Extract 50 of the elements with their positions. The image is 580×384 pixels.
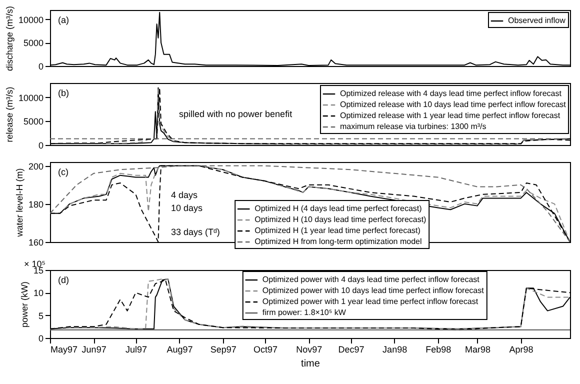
legend-label: Observed inflow bbox=[508, 16, 566, 25]
annotation: 33 days (Tᵈ) bbox=[171, 227, 220, 237]
y-tick-label: 160 bbox=[28, 238, 44, 248]
y-tick-label: 0 bbox=[38, 140, 44, 150]
annotation: (a) bbox=[58, 15, 69, 25]
y-tick-label: 10000 bbox=[18, 92, 44, 103]
y-axis-title: power (kW) bbox=[19, 281, 30, 328]
x-axis-title: time bbox=[301, 358, 320, 370]
legend-label: Optimized power with 10 days lead time perfect inflow forecast bbox=[262, 286, 485, 295]
x-tick-label: Jun97 bbox=[82, 344, 106, 354]
x-tick-label: Feb98 bbox=[426, 344, 452, 354]
legend-label: maximum release via turbines: 1300 m³/s bbox=[340, 122, 486, 131]
y-axis-title: water level-H (m) bbox=[14, 168, 24, 238]
y-tick-label: 200 bbox=[28, 161, 44, 172]
annotation: (d) bbox=[58, 275, 69, 285]
annotation: (c) bbox=[58, 167, 68, 177]
x-tick-label: Aug97 bbox=[166, 344, 193, 354]
y-tick-label: 0 bbox=[38, 62, 44, 72]
y-tick-label: 180 bbox=[28, 199, 44, 210]
legend-label: firm power: 1.8×10⁵ kW bbox=[262, 308, 346, 317]
legend-label: Optimized release with 1 year lead time perfect inflow forecast bbox=[340, 111, 561, 120]
x-tick-label: Dec97 bbox=[338, 344, 364, 354]
legend-label: Optimized H from long-term optimization model bbox=[254, 237, 422, 246]
x-tick-label: May97 bbox=[50, 344, 78, 354]
legend-label: Optimized H (4 days lead time perfect forecast) bbox=[254, 204, 422, 213]
y-tick-label: 10000 bbox=[18, 14, 44, 25]
x-tick-label: Mar98 bbox=[464, 344, 490, 354]
x-tick-label: Oct97 bbox=[254, 344, 278, 354]
y-tick-label: 5000 bbox=[23, 38, 44, 48]
legend-label: Optimized release with 10 days lead time perfect inflow forecast bbox=[340, 100, 567, 109]
legend-label: Optimized release with 4 days lead time perfect inflow forecast bbox=[340, 89, 562, 98]
y-tick-label: 10 bbox=[33, 288, 44, 298]
annotation: 10 days bbox=[171, 203, 204, 213]
y-axis-title: discharge (m³/s) bbox=[4, 6, 14, 72]
y-tick-label: 5000 bbox=[23, 116, 44, 127]
x-tick-label: Nov97 bbox=[296, 344, 322, 354]
x-tick-label: Apr98 bbox=[509, 344, 534, 354]
x-tick-label: Jan98 bbox=[382, 344, 408, 354]
annotation: (b) bbox=[58, 88, 69, 98]
legend-label: Optimized power with 4 days lead time perfect inflow forecast bbox=[262, 275, 480, 284]
y-tick-label: 5 bbox=[38, 310, 44, 321]
legend-label: Optimized H (1 year lead time perfect forecast) bbox=[254, 226, 421, 235]
y-tick-label: 0 bbox=[38, 334, 44, 344]
x-tick-label: Jul97 bbox=[125, 344, 147, 354]
annotation: spilled with no power benefit bbox=[179, 109, 293, 119]
legend-label: Optimized H (10 days lead time perfect forecast) bbox=[254, 215, 427, 224]
x-tick-label: Sep97 bbox=[210, 344, 236, 354]
legend-label: Optimized power with 1 year lead time perfect inflow forecast bbox=[262, 297, 479, 306]
annotation: 4 days bbox=[171, 190, 198, 200]
y-axis-title: release (m³/s) bbox=[4, 86, 14, 142]
